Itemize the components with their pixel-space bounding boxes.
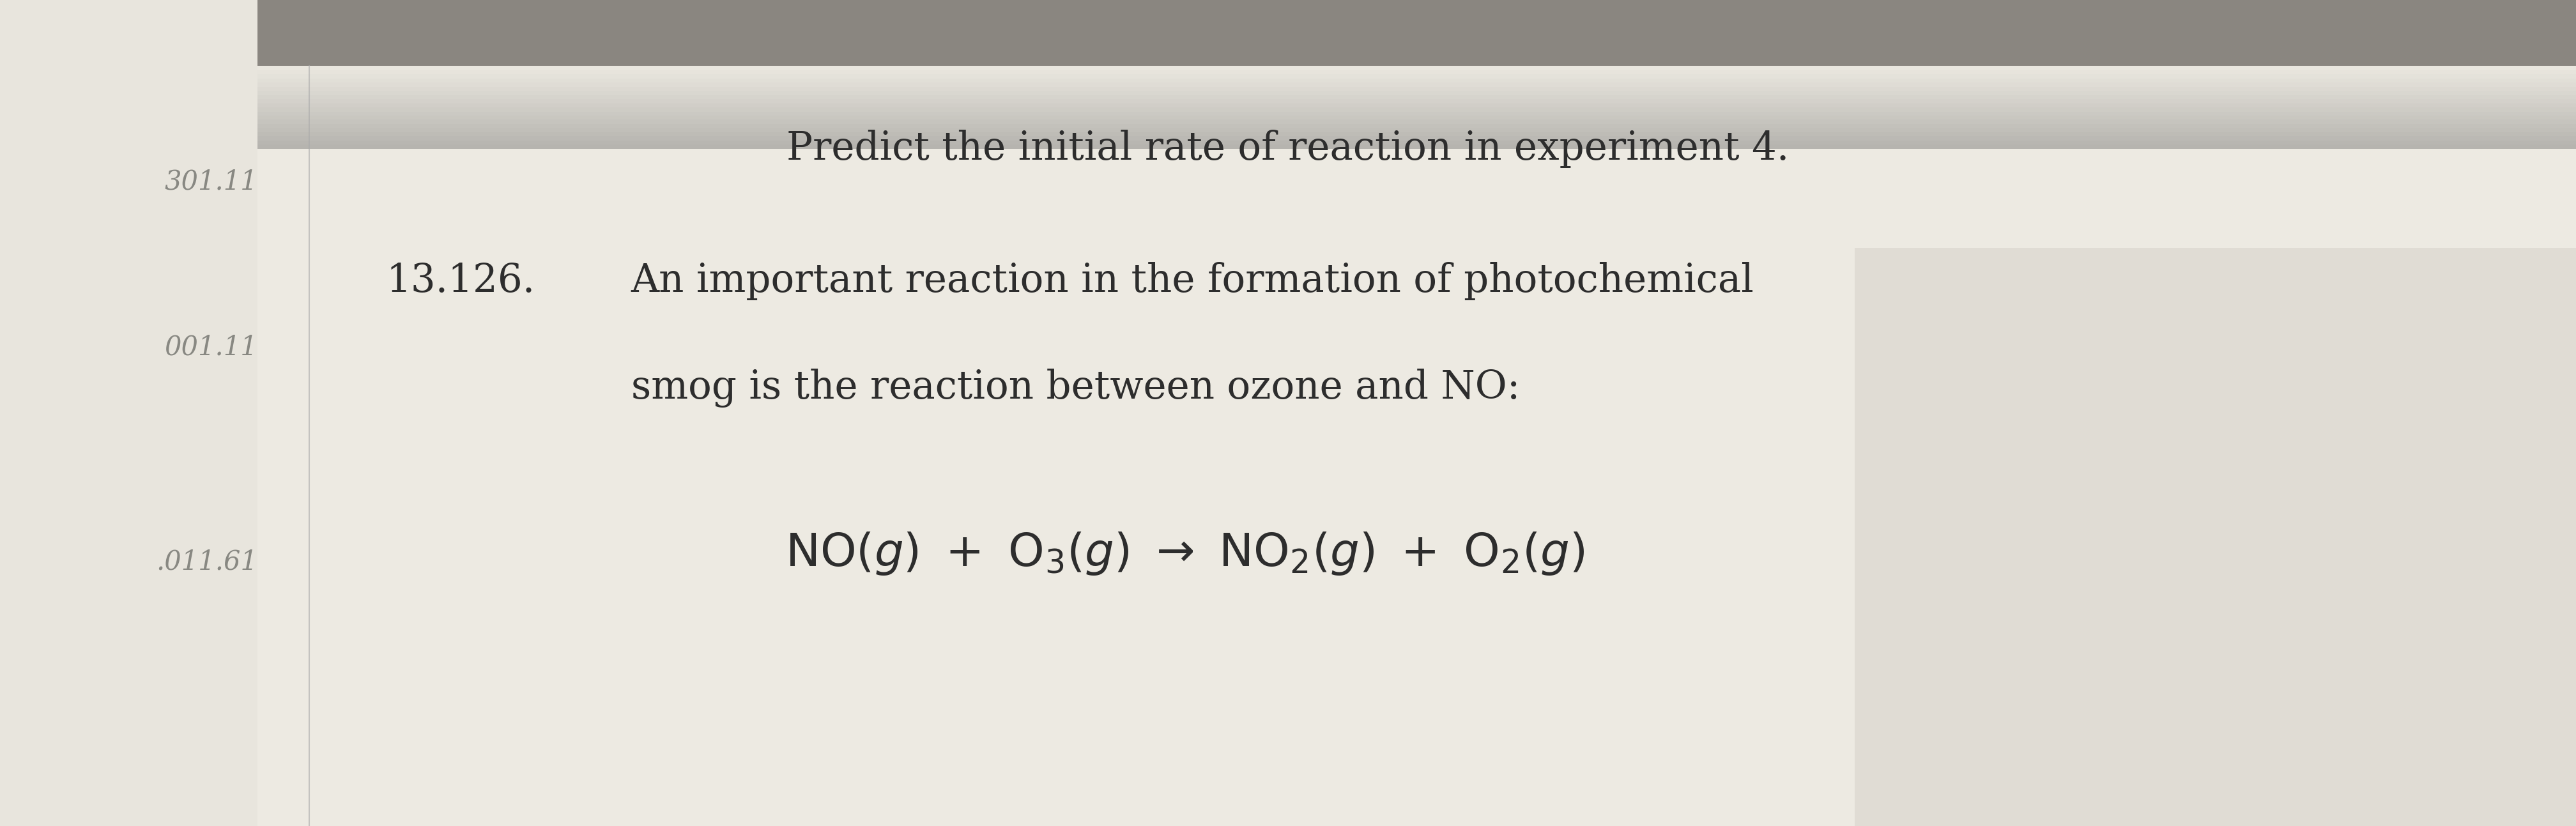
FancyBboxPatch shape [258,128,2576,132]
FancyBboxPatch shape [1855,248,2576,826]
Text: smog is the reaction between ozone and NO:: smog is the reaction between ozone and N… [631,368,1520,408]
FancyBboxPatch shape [258,83,2576,87]
FancyBboxPatch shape [258,140,2576,145]
FancyBboxPatch shape [258,124,2576,128]
Text: An important reaction in the formation of photochemical: An important reaction in the formation o… [631,262,1754,300]
FancyBboxPatch shape [258,136,2576,140]
FancyBboxPatch shape [258,112,2576,116]
FancyBboxPatch shape [258,103,2576,107]
FancyBboxPatch shape [258,132,2576,136]
FancyBboxPatch shape [258,78,2576,83]
FancyBboxPatch shape [258,120,2576,124]
FancyBboxPatch shape [258,74,2576,78]
Text: Predict the initial rate of reaction in experiment 4.: Predict the initial rate of reaction in … [786,130,1790,168]
FancyBboxPatch shape [0,0,258,826]
FancyBboxPatch shape [258,0,2576,66]
FancyBboxPatch shape [258,107,2576,112]
Text: 001.11: 001.11 [165,334,258,360]
FancyBboxPatch shape [258,91,2576,95]
FancyBboxPatch shape [258,87,2576,91]
Text: .011.61: .011.61 [157,548,258,575]
FancyBboxPatch shape [258,116,2576,120]
Text: $\mathrm{NO}(g)\ +\ \mathrm{O_3}(g)\ \rightarrow\ \mathrm{NO_2}(g)\ +\ \mathrm{O: $\mathrm{NO}(g)\ +\ \mathrm{O_3}(g)\ \ri… [786,530,1584,577]
FancyBboxPatch shape [258,99,2576,103]
Text: 13.126.: 13.126. [386,262,536,300]
Text: 301.11: 301.11 [165,169,258,195]
FancyBboxPatch shape [258,145,2576,149]
FancyBboxPatch shape [258,95,2576,99]
